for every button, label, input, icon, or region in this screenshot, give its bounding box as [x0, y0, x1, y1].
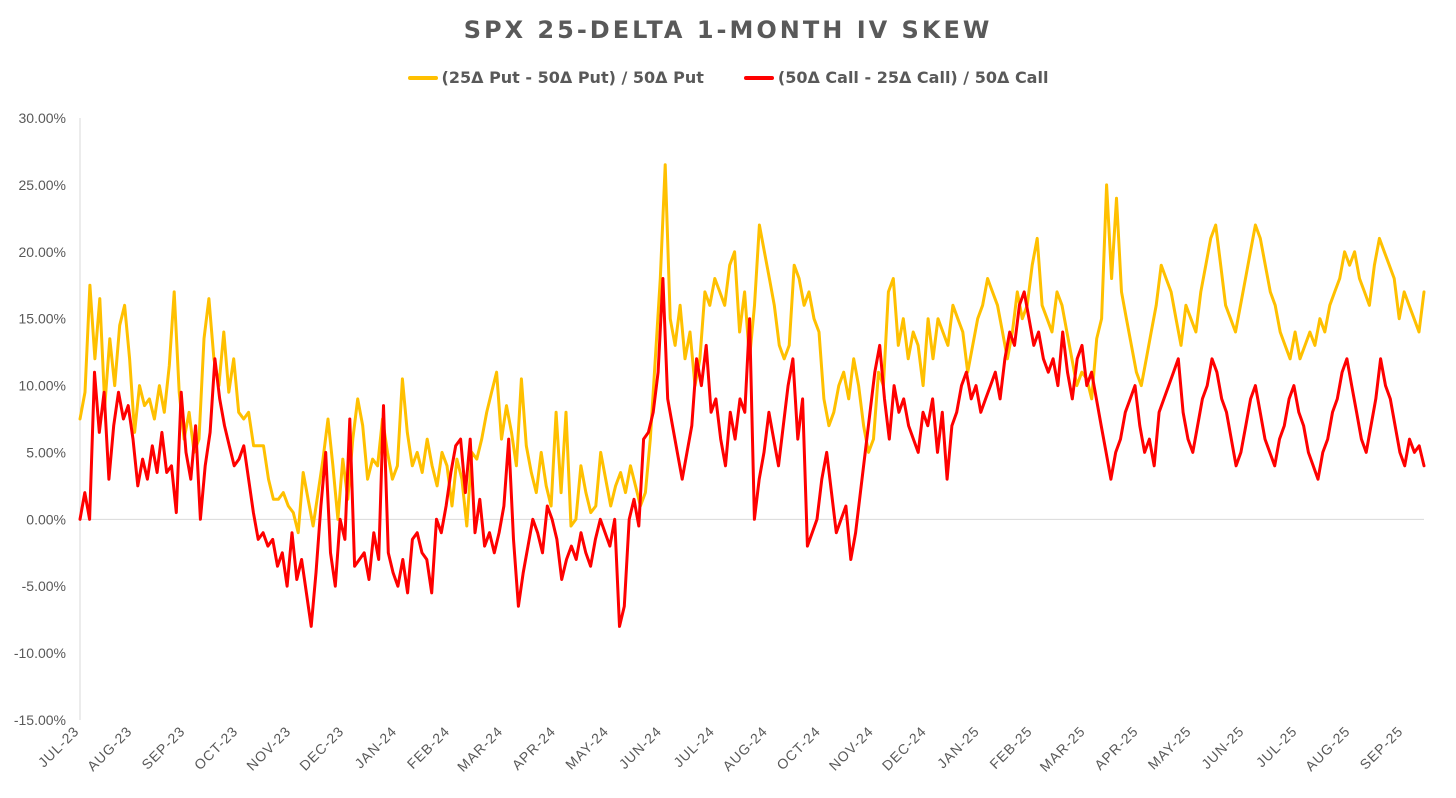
- y-tick-label: 30.00%: [19, 110, 66, 126]
- chart-legend: (25Δ Put - 50Δ Put) / 50Δ Put (50Δ Call …: [0, 68, 1456, 87]
- series-line-put-skew: [78, 163, 1426, 535]
- x-tick-label: OCT-23: [191, 723, 241, 773]
- x-tick-label: AUG-24: [719, 723, 770, 774]
- y-tick-label: -5.00%: [22, 578, 66, 594]
- y-tick-label: 5.00%: [26, 444, 66, 460]
- legend-label-put-skew: (25Δ Put - 50Δ Put) / 50Δ Put: [441, 68, 704, 87]
- y-tick-label: 15.00%: [19, 311, 66, 327]
- x-tick-label: AUG-25: [1302, 723, 1353, 774]
- y-tick-label: 25.00%: [19, 177, 66, 193]
- y-tick-label: -15.00%: [14, 712, 66, 728]
- legend-label-call-skew: (50Δ Call - 25Δ Call) / 50Δ Call: [777, 68, 1049, 87]
- x-tick-label: MAR-24: [454, 723, 506, 775]
- chart-title: SPX 25-DELTA 1-MONTH IV SKEW: [463, 16, 993, 44]
- x-tick-label: JUN-24: [616, 723, 665, 772]
- x-tick-label: APR-24: [509, 723, 559, 773]
- x-tick-label: JUL-24: [670, 723, 717, 770]
- x-tick-label: APR-25: [1091, 723, 1141, 773]
- y-tick-label: 20.00%: [19, 244, 66, 260]
- legend-swatch-call-skew: [743, 75, 774, 80]
- x-tick-label: SEP-25: [1356, 723, 1406, 773]
- x-tick-label: OCT-24: [773, 723, 823, 773]
- x-tick-label: JUL-25: [1253, 723, 1300, 770]
- x-tick-label: MAR-25: [1036, 723, 1088, 775]
- legend-swatch-put-skew: [407, 75, 438, 80]
- x-tick-label: FEB-24: [404, 723, 453, 772]
- legend-item-put-skew: (25Δ Put - 50Δ Put) / 50Δ Put: [407, 68, 704, 87]
- x-tick-label: AUG-23: [84, 723, 135, 774]
- x-tick-label: DEC-24: [879, 723, 930, 774]
- x-tick-label: NOV-23: [243, 723, 294, 774]
- x-tick-label: DEC-23: [296, 723, 347, 774]
- legend-item-call-skew: (50Δ Call - 25Δ Call) / 50Δ Call: [743, 68, 1049, 87]
- x-tick-label: JUL-23: [35, 723, 82, 770]
- x-tick-label: MAY-24: [562, 723, 612, 773]
- x-tick-label: SEP-23: [138, 723, 188, 773]
- y-tick-label: -10.00%: [14, 645, 66, 661]
- x-tick-label: JAN-25: [934, 723, 983, 772]
- x-tick-label: JUN-25: [1198, 723, 1247, 772]
- x-tick-label: MAY-25: [1145, 723, 1195, 773]
- x-tick-label: JAN-24: [351, 723, 400, 772]
- x-tick-label: NOV-24: [826, 723, 877, 774]
- y-tick-label: 10.00%: [19, 378, 66, 394]
- series-line-call-skew: [78, 277, 1426, 628]
- x-tick-label: FEB-25: [986, 723, 1035, 772]
- y-tick-label: 0.00%: [26, 511, 66, 527]
